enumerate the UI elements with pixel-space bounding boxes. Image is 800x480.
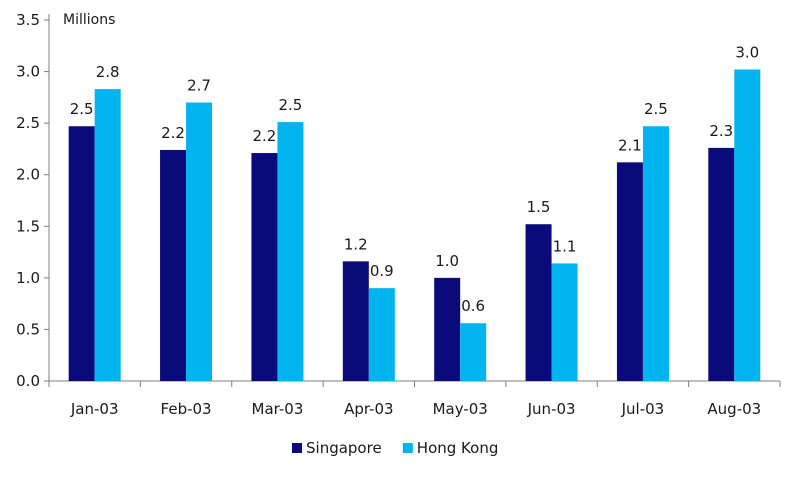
- bar-hong-kong: [277, 122, 304, 382]
- legend-label-hong-kong: Hong Kong: [417, 439, 499, 457]
- value-labels: 2.52.82.22.72.22.51.20.91.00.61.51.12.12…: [70, 44, 759, 316]
- bar-hong-kong: [551, 263, 578, 381]
- data-label-singapore: 1.5: [527, 198, 551, 216]
- bars: [68, 69, 761, 382]
- y-tick-label: 0.5: [16, 320, 40, 338]
- bar-singapore: [251, 153, 278, 381]
- y-tick-label: 2.0: [16, 166, 40, 184]
- bar-hong-kong: [368, 288, 395, 381]
- bar-singapore: [708, 147, 735, 381]
- data-label-hong-kong: 2.8: [96, 63, 120, 81]
- bar-hong-kong: [186, 102, 213, 381]
- x-tick-label: Feb-03: [161, 400, 212, 418]
- bar-hong-kong: [642, 126, 669, 381]
- y-tick-label: 1.0: [16, 269, 40, 287]
- bar-singapore: [525, 224, 552, 381]
- x-tick-label: Jul-03: [621, 400, 665, 418]
- y-tick-label: 0.0: [16, 372, 40, 390]
- data-label-hong-kong: 2.5: [644, 100, 668, 118]
- bar-singapore: [342, 261, 369, 381]
- x-tick-label: May-03: [433, 400, 488, 418]
- bar-hong-kong: [734, 69, 761, 381]
- legend-swatch-singapore: [292, 443, 302, 453]
- data-label-singapore: 1.2: [344, 235, 368, 253]
- data-label-hong-kong: 2.7: [187, 77, 211, 95]
- bar-singapore: [434, 277, 461, 381]
- data-label-singapore: 2.5: [70, 100, 94, 118]
- y-tick-label: 2.5: [16, 114, 40, 132]
- x-tick-label: Apr-03: [344, 400, 394, 418]
- data-label-singapore: 2.3: [709, 122, 733, 140]
- data-label-hong-kong: 0.9: [370, 262, 394, 280]
- axes: 0.0 0.5 1.0 1.5 2.0 2.5 3.0 3.5 Jan-03 Feb-03 Mar-…: [16, 11, 781, 418]
- bar-singapore: [616, 162, 643, 381]
- data-label-hong-kong: 2.5: [279, 96, 303, 114]
- legend: Singapore Hong Kong: [292, 439, 498, 457]
- legend-label-singapore: Singapore: [306, 439, 382, 457]
- x-tick-label: Mar-03: [252, 400, 304, 418]
- y-tick-label: 1.5: [16, 217, 40, 235]
- data-label-hong-kong: 0.6: [461, 297, 485, 315]
- data-label-hong-kong: 1.1: [553, 237, 577, 255]
- bar-hong-kong: [94, 89, 121, 381]
- y-tick-label: 3.0: [16, 63, 40, 81]
- legend-swatch-hong-kong: [402, 443, 413, 453]
- data-label-hong-kong: 3.0: [735, 44, 759, 62]
- x-tick-label: Jun-03: [527, 400, 576, 418]
- bar-singapore: [160, 149, 187, 381]
- y-axis-unit-label: Millions: [63, 12, 115, 28]
- data-label-singapore: 1.0: [435, 252, 459, 270]
- y-tick-label: 3.5: [16, 11, 40, 29]
- data-label-singapore: 2.2: [253, 127, 277, 145]
- data-label-singapore: 2.1: [618, 136, 642, 154]
- x-tick-label: Aug-03: [707, 400, 761, 418]
- data-label-singapore: 2.2: [161, 124, 185, 142]
- bar-singapore: [68, 126, 95, 381]
- bar-hong-kong: [460, 323, 487, 381]
- x-tick-label: Jan-03: [70, 400, 119, 418]
